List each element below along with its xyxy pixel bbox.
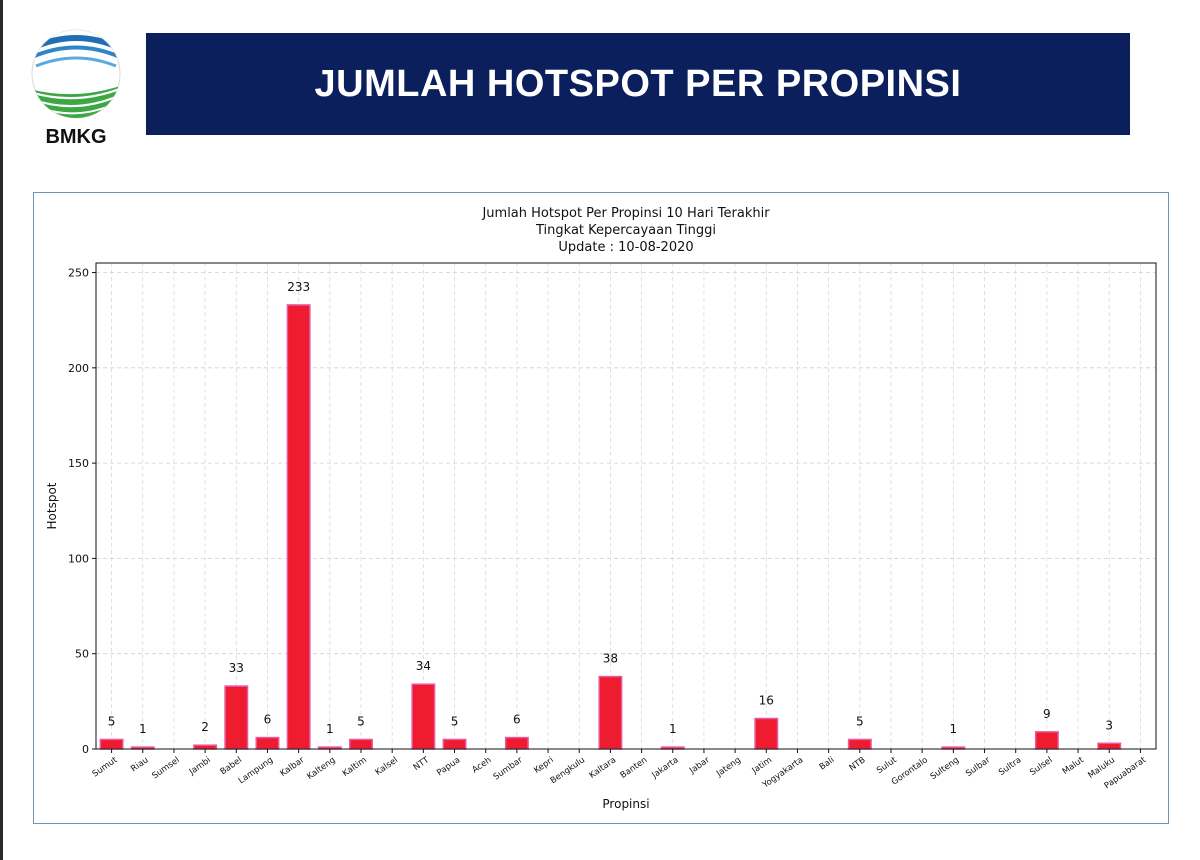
bar-value-label: 1 bbox=[950, 722, 958, 736]
x-tick-label: Papua bbox=[435, 755, 462, 778]
x-tick-label: Kalteng bbox=[305, 755, 337, 782]
bar-sulsel bbox=[1034, 731, 1059, 750]
x-tick-label: Jatim bbox=[750, 755, 774, 776]
x-tick-label: Jambi bbox=[187, 755, 213, 777]
y-tick-label: 200 bbox=[68, 362, 89, 375]
x-tick-label: Sultra bbox=[997, 755, 1023, 778]
chart-title-line-2: Tingkat Kepercayaan Tinggi bbox=[535, 223, 716, 238]
bar-value-label: 5 bbox=[357, 714, 365, 728]
title-banner: JUMLAH HOTSPOT PER PROPINSI bbox=[146, 33, 1130, 135]
bar-jatim bbox=[754, 717, 779, 750]
bar-babel bbox=[224, 685, 249, 750]
x-tick-label: NTT bbox=[412, 755, 432, 773]
bar-papua bbox=[442, 738, 467, 750]
x-tick-label: Kaltim bbox=[341, 755, 369, 779]
y-tick-label: 100 bbox=[68, 552, 89, 565]
bar-ntb bbox=[847, 738, 872, 750]
x-tick-label: Kepri bbox=[532, 755, 555, 776]
bar-value-label: 9 bbox=[1043, 707, 1051, 721]
bar-value-label: 6 bbox=[264, 713, 272, 727]
left-edge-rule bbox=[0, 0, 3, 860]
x-tick-label: Aceh bbox=[471, 755, 494, 775]
bar-kaltara bbox=[598, 675, 623, 750]
x-tick-label: Sulsel bbox=[1028, 755, 1054, 778]
x-tick-label: Malut bbox=[1061, 755, 1087, 777]
bar-value-label: 5 bbox=[451, 714, 459, 728]
x-tick-label: Sumut bbox=[91, 755, 120, 780]
bar-kalbar bbox=[286, 304, 311, 750]
chart-title-line-1: Jumlah Hotspot Per Propinsi 10 Hari Tera… bbox=[481, 206, 770, 221]
bar-value-label: 2 bbox=[201, 720, 209, 734]
bar-value-label: 34 bbox=[416, 659, 431, 673]
bar-sumbar bbox=[504, 736, 529, 750]
x-tick-label: Jateng bbox=[714, 755, 743, 779]
bar-jambi bbox=[193, 744, 218, 750]
chart-panel: Jumlah Hotspot Per Propinsi 10 Hari Tera… bbox=[33, 192, 1169, 824]
x-tick-label: Babel bbox=[219, 755, 244, 777]
bar-maluku bbox=[1097, 742, 1122, 750]
plot-area-frame bbox=[95, 262, 1157, 750]
bar-value-label: 5 bbox=[856, 714, 864, 728]
x-tick-label: Kalsel bbox=[374, 755, 400, 778]
y-tick-label: 50 bbox=[75, 648, 89, 661]
bmkg-logo-text: BMKG bbox=[45, 126, 107, 148]
x-tick-label: Sumbar bbox=[492, 755, 525, 783]
bar-lampung bbox=[255, 736, 280, 750]
x-tick-label: Sumsel bbox=[150, 755, 181, 781]
bmkg-logo: BMKG bbox=[26, 26, 126, 154]
bar-kaltim bbox=[349, 738, 373, 750]
x-tick-label: Riau bbox=[129, 755, 150, 774]
x-tick-label: Kaltara bbox=[588, 755, 619, 781]
bmkg-globe-icon bbox=[31, 29, 121, 119]
page-title: JUMLAH HOTSPOT PER PROPINSI bbox=[314, 62, 962, 105]
y-tick-label: 250 bbox=[68, 267, 89, 280]
hotspot-bar-chart: Jumlah Hotspot Per Propinsi 10 Hari Tera… bbox=[45, 206, 1157, 811]
bar-value-label: 16 bbox=[759, 694, 774, 708]
y-tick-label: 150 bbox=[68, 457, 89, 470]
x-tick-label: Bali bbox=[818, 755, 837, 772]
y-tick-label: 0 bbox=[82, 743, 89, 756]
x-tick-label: Sulbar bbox=[964, 755, 992, 779]
x-tick-label: Sulteng bbox=[929, 755, 961, 782]
x-axis-label: Propinsi bbox=[602, 797, 649, 811]
bar-sumut bbox=[99, 738, 124, 750]
x-tick-label: Sulut bbox=[875, 755, 899, 776]
bar-value-label: 6 bbox=[513, 713, 521, 727]
bar-ntt bbox=[411, 683, 436, 750]
x-tick-label: Jakarta bbox=[650, 755, 681, 781]
bar-value-label: 3 bbox=[1105, 718, 1113, 732]
bar-value-label: 38 bbox=[603, 652, 618, 666]
bar-value-label: 1 bbox=[326, 722, 334, 736]
y-axis-label: Hotspot bbox=[45, 482, 59, 529]
chart-title-line-3: Update : 10-08-2020 bbox=[558, 240, 693, 255]
x-tick-label: Banten bbox=[619, 755, 650, 781]
bar-value-label: 1 bbox=[139, 722, 147, 736]
x-tick-label: Lampung bbox=[237, 755, 275, 786]
x-tick-label: NTB bbox=[848, 755, 868, 773]
bar-value-label: 33 bbox=[229, 661, 244, 675]
bar-value-label: 5 bbox=[108, 714, 116, 728]
x-tick-label: Bengkulu bbox=[549, 755, 587, 786]
x-tick-label: Kalbar bbox=[278, 755, 306, 779]
bar-value-label: 233 bbox=[287, 280, 310, 294]
x-tick-label: Jabar bbox=[687, 755, 712, 777]
bar-value-label: 1 bbox=[669, 722, 677, 736]
